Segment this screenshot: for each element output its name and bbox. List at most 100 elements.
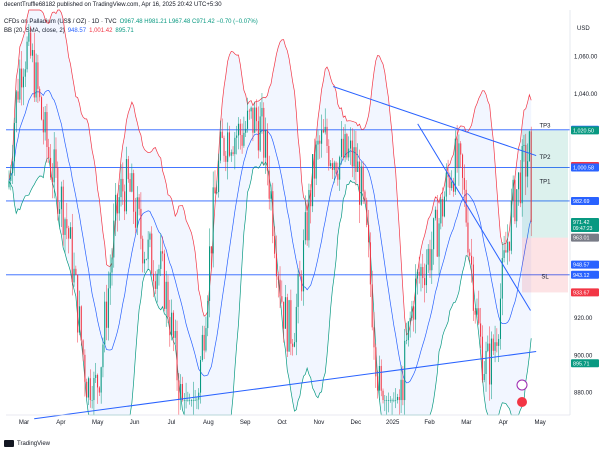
candle-body [326, 126, 328, 146]
symbol-label[interactable]: CFDs on Palladium (US$ / OZ) · 1D · TVC [4, 19, 117, 25]
candle [302, 229, 305, 306]
candle-body [120, 178, 122, 198]
candle [84, 349, 86, 397]
candle-body [416, 271, 418, 279]
candle-body [377, 376, 379, 391]
candle-body [216, 192, 218, 194]
candle [360, 161, 362, 206]
candle [230, 149, 232, 162]
candle-body [371, 284, 373, 328]
candle [512, 175, 514, 218]
candle [28, 24, 30, 47]
candle-body [283, 301, 285, 329]
bb-lower-value: 895.71 [115, 28, 134, 34]
candle-body [393, 400, 395, 401]
x-tick-label-12: Mar [461, 420, 471, 426]
candle [527, 143, 529, 188]
candle [216, 180, 218, 195]
candle-body [252, 107, 254, 133]
candle [382, 388, 384, 404]
candle-body [451, 181, 453, 189]
candle [225, 151, 227, 172]
candle [187, 391, 189, 402]
candle-body [165, 281, 167, 309]
candle [95, 362, 97, 384]
x-tick-label-5: Aug [203, 420, 214, 426]
candle-body [158, 268, 160, 274]
candle [151, 226, 153, 275]
candle [489, 326, 491, 401]
candle-body [480, 323, 482, 337]
candle [469, 248, 471, 263]
candle [353, 130, 355, 180]
candle [198, 388, 200, 410]
candle-body [59, 209, 61, 214]
candle-body [465, 189, 467, 223]
x-tick-label-4: Jul [168, 420, 176, 426]
candle-body [279, 279, 281, 297]
candle-body [205, 328, 207, 351]
candle [310, 184, 312, 224]
candle [317, 130, 319, 160]
candle [266, 123, 268, 186]
candle [411, 300, 413, 321]
candle [39, 86, 41, 102]
candle-body [342, 138, 344, 158]
candle [77, 274, 79, 343]
bb-label[interactable]: BB (20, SMA, close, 2) [4, 28, 65, 34]
candle [528, 130, 530, 162]
candle [312, 154, 314, 213]
candle [521, 139, 523, 217]
x-tick-label-2: May [92, 420, 103, 426]
candle [87, 376, 90, 406]
candle-body [313, 154, 315, 179]
candle [154, 271, 156, 295]
candle [192, 381, 194, 415]
candle [398, 389, 400, 415]
candle [214, 170, 216, 194]
candle-body [266, 130, 268, 171]
x-tick-label-8: Nov [314, 420, 325, 426]
candle [407, 321, 409, 347]
x-tick-label-9: Dec [350, 420, 361, 426]
candle-body [476, 308, 478, 315]
candle-body [315, 144, 317, 179]
y-tick-label-4: 880.00 [574, 391, 593, 397]
candle [68, 225, 70, 254]
candle-body [387, 400, 389, 401]
price-badge-8 [571, 270, 599, 279]
y-tick-label-0: 1,060.00 [574, 55, 598, 61]
candle [433, 217, 435, 265]
candle [292, 338, 294, 356]
candle [321, 114, 323, 158]
candle [415, 264, 417, 334]
x-tick-label-7: Oct [277, 420, 287, 426]
candle [149, 231, 151, 248]
candle-body [335, 162, 337, 174]
candle-body [30, 32, 32, 56]
candle-body [487, 343, 489, 351]
candle [375, 343, 377, 388]
candle-body [194, 400, 196, 401]
candle [295, 293, 297, 356]
candle-body [50, 157, 52, 178]
candle [156, 269, 158, 303]
candle-body [514, 179, 516, 222]
candle-body [232, 152, 234, 155]
candle [516, 189, 518, 228]
candle-body [281, 296, 283, 302]
candle-body [102, 344, 104, 368]
candle [404, 328, 406, 415]
candle-body [415, 278, 417, 320]
candle-body [98, 387, 100, 393]
event-lightning-icon [516, 379, 528, 391]
candle [176, 320, 178, 391]
candle-body [28, 32, 30, 42]
candle [136, 186, 138, 236]
candle [115, 182, 117, 237]
candle-body [145, 259, 147, 260]
candle [337, 162, 339, 186]
candle [393, 392, 395, 403]
candle-body [492, 338, 494, 351]
